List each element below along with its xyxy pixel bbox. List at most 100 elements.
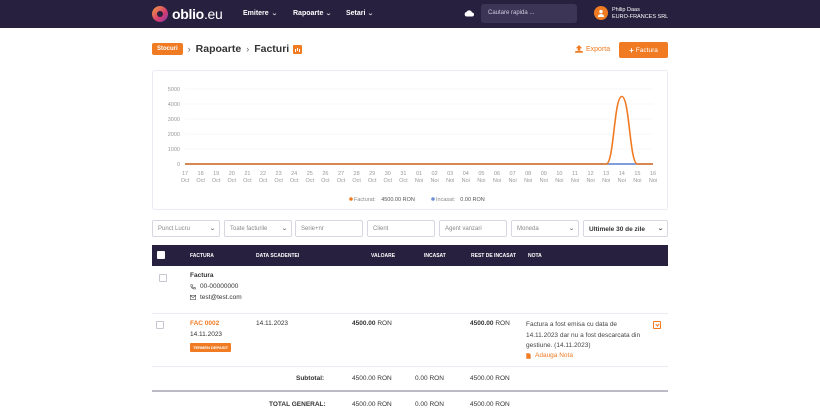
invoice-due-date: 14.11.2023 [256,320,289,327]
x-tick-day: 15 [634,171,640,177]
x-tick-day: 30 [385,171,391,177]
toate-facturile-label: Toate facturile [230,226,268,232]
x-tick-day: 29 [369,171,375,177]
x-tick-month: Oct [290,178,299,184]
export-button[interactable]: Exporta [575,45,610,53]
x-tick-day: 01 [416,171,422,177]
toate-facturile-select[interactable]: Toate facturile ⌄ [224,220,292,237]
legend-marker [431,197,435,201]
header-nota[interactable]: NOTA [528,253,542,259]
add-factura-button[interactable]: + Factura [619,42,668,58]
nav-setari[interactable]: Setari ⌄ [346,10,374,17]
header-data-scadentei[interactable]: DATA SCADENTEI [256,253,300,259]
search-input[interactable]: Cautare rapida ... [481,4,577,23]
x-tick-day: 05 [478,171,484,177]
row-divider [152,313,668,314]
chevron-down-icon: ⌄ [281,226,288,232]
x-tick-day: 07 [510,171,516,177]
chart-icon[interactable] [293,44,303,54]
x-tick-day: 23 [276,171,282,177]
x-tick-month: Noi [602,178,610,184]
x-tick-month: Noi [415,178,423,184]
header-factura[interactable]: FACTURA [190,253,214,259]
add-note-link[interactable]: Adauga Nota [535,352,573,359]
user-company: EURO-FRANCES SRL [612,14,669,20]
breadcrumb-rapoarte[interactable]: Rapoarte [195,43,242,55]
client-row-checkbox[interactable] [159,274,167,282]
y-tick-label: 0 [177,162,180,168]
invoice-rest: 4500.00 RON [470,320,510,327]
page-title: Facturi [254,43,290,55]
invoice-row-checkbox[interactable] [156,321,164,329]
row-divider [152,366,668,367]
table-header: FACTURA DATA SCADENTEI VALOARE INCASAT R… [152,245,668,266]
x-tick-day: 09 [541,171,547,177]
x-tick-day: 19 [213,171,219,177]
x-tick-day: 11 [572,171,578,177]
logo[interactable]: oblio.eu [152,6,223,22]
stocuri-badge[interactable]: Stocuri [152,43,183,55]
x-tick-day: 04 [463,171,469,177]
client-input[interactable]: Client [367,220,435,237]
y-tick-label: 4000 [168,102,180,108]
x-tick-month: Noi [555,178,563,184]
x-tick-month: Noi [649,178,657,184]
invoice-chart: 01000200030004000500017Oct18Oct19Oct20Oc… [168,87,657,203]
x-tick-month: Noi [462,178,470,184]
period-select[interactable]: Ultimele 30 de zile ⌄ [583,220,668,237]
nav-rapoarte[interactable]: Rapoarte ⌄ [293,10,332,17]
x-tick-day: 22 [260,171,266,177]
nav-emitere[interactable]: Emitere ⌄ [243,10,277,17]
invoice-value-currency: RON [377,320,392,327]
x-tick-month: Oct [384,178,393,184]
download-icon[interactable] [653,321,661,329]
punct-lucru-select[interactable]: Punct Lucru ⌄ [152,220,220,237]
period-label: Ultimele 30 de zile [589,226,645,233]
agent-vanzari-placeholder: Agent vanzari [445,226,482,232]
moneda-label: Moneda [517,226,539,232]
x-tick-day: 21 [244,171,250,177]
agent-vanzari-input[interactable]: Agent vanzari [439,220,507,237]
breadcrumb: Stocuri › Rapoarte › Facturi [152,43,303,55]
header-valoare[interactable]: VALOARE [371,253,396,259]
y-tick-label: 1000 [168,147,180,153]
x-tick-month: Noi [586,178,594,184]
x-tick-month: Oct [321,178,330,184]
x-tick-day: 24 [291,171,297,177]
x-tick-month: Noi [493,178,501,184]
invoice-note: Factura a fost emisa cu data de 14.11.20… [526,321,641,349]
header-rest-de-incasat[interactable]: REST DE INCASAT [471,253,516,259]
invoice-value: 4500.00 RON [352,320,392,327]
avatar[interactable] [594,6,608,20]
phone-icon [190,284,196,290]
invoice-number-link[interactable]: FAC 0002 [190,320,220,327]
legend-series-name: Incasat: [436,197,456,203]
x-tick-month: Oct [243,178,252,184]
plus-icon: + [629,45,634,55]
x-tick-month: Oct [228,178,237,184]
select-all-checkbox[interactable] [157,251,165,259]
cloud-icon[interactable] [464,9,474,17]
invoice-rest-currency: RON [495,320,510,327]
series-line-facturat [185,95,653,165]
document-icon [526,353,531,359]
moneda-select[interactable]: Moneda ⌄ [511,220,579,237]
x-tick-month: Oct [352,178,361,184]
y-tick-label: 3000 [168,117,180,123]
x-tick-month: Noi [633,178,641,184]
client-name[interactable]: Factura [190,272,214,279]
user-icon [597,9,605,17]
x-tick-month: Oct [306,178,315,184]
subtotal-incasat: 0.00 RON [415,375,444,382]
header-incasat[interactable]: INCASAT [424,253,446,259]
chevron-down-icon: ⌄ [568,226,575,232]
user-menu[interactable]: Philip Daas EURO-FRANCES SRL [612,7,668,21]
x-tick-month: Oct [181,178,190,184]
serie-nr-input[interactable]: Serie+nr [295,220,363,237]
email-icon [190,295,196,300]
x-tick-month: Noi [430,178,438,184]
x-tick-month: Noi [524,178,532,184]
legend-marker [349,197,353,201]
x-tick-day: 26 [322,171,328,177]
x-tick-day: 03 [447,171,453,177]
